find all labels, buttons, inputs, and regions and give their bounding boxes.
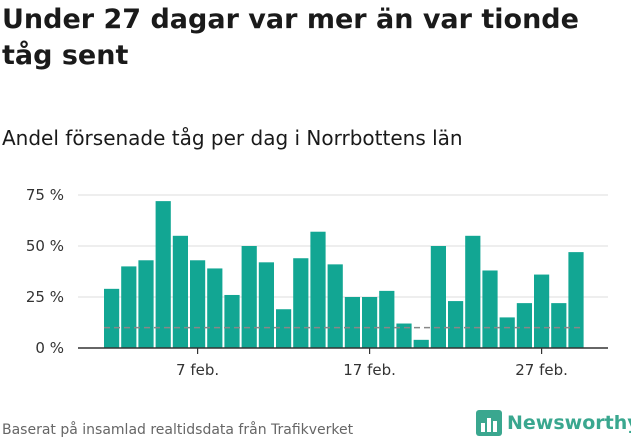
bar (344, 297, 360, 348)
bar (310, 231, 326, 348)
bar (155, 201, 171, 348)
bar (482, 270, 498, 348)
y-tick-label: 25 % (26, 288, 64, 306)
chart-subtitle: Andel försenade tåg per dag i Norrbotten… (2, 126, 463, 150)
brand-logo: Newsworthy (476, 409, 631, 437)
y-tick-label: 75 % (26, 186, 64, 204)
bar (190, 260, 206, 348)
bar (224, 294, 240, 348)
y-tick-label: 50 % (26, 237, 64, 255)
source-note: Baserat på insamlad realtidsdata från Tr… (2, 422, 354, 438)
brand-name: Newsworthy (507, 412, 631, 434)
bar (465, 235, 481, 348)
bar (104, 288, 120, 348)
bars (104, 201, 584, 348)
x-axis (78, 347, 608, 354)
bar (499, 317, 515, 348)
bar (121, 266, 137, 348)
bar (568, 252, 584, 348)
bar (172, 235, 188, 348)
bar-chart: 0 % 25 % 50 % 75 % 7 feb. 17 feb. 27 feb. (26, 186, 608, 379)
bar (448, 301, 464, 348)
bar (327, 264, 343, 348)
chart-title: Under 27 dagar var mer än var tionde tåg… (2, 4, 579, 71)
bar (207, 268, 223, 348)
bar (258, 262, 274, 348)
bar-chart-logo-icon (476, 410, 502, 436)
bar (430, 246, 446, 348)
x-tick-label: 7 feb. (176, 361, 219, 379)
bar (138, 260, 154, 348)
bar (293, 258, 309, 348)
x-tick-label: 17 feb. (343, 361, 396, 379)
bar (396, 323, 412, 348)
bar (534, 274, 550, 348)
bar (551, 303, 567, 348)
x-axis-labels: 7 feb. 17 feb. 27 feb. (176, 361, 568, 379)
bar (362, 297, 378, 348)
bar (413, 339, 429, 348)
bar (241, 246, 257, 348)
y-tick-label: 0 % (35, 339, 64, 357)
bar (516, 303, 532, 348)
bar (379, 290, 395, 348)
bar (276, 309, 292, 348)
y-axis-labels: 0 % 25 % 50 % 75 % (26, 186, 64, 357)
x-tick-label: 27 feb. (515, 361, 568, 379)
